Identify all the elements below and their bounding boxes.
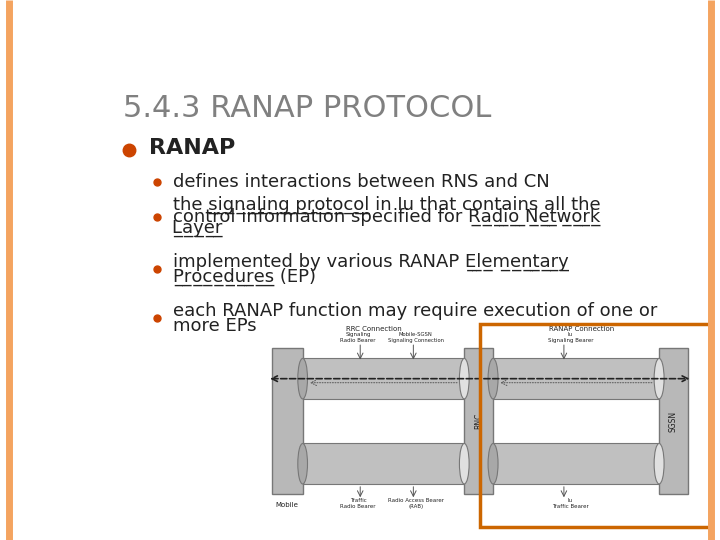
Text: Mobile-SGSN
Signaling Connection: Mobile-SGSN Signaling Connection (387, 332, 444, 343)
Text: P̲r̲o̲c̲e̲d̲u̲r̲e̲s̲ (EP): P̲r̲o̲c̲e̲d̲u̲r̲e̲s̲ (EP) (173, 268, 315, 286)
Text: SGSN: SGSN (669, 410, 678, 432)
Text: Mobile: Mobile (276, 502, 299, 508)
Text: RANAP: RANAP (148, 138, 235, 158)
Text: the s̲i̲g̲n̲a̲l̲i̲n̲g̲ ̲p̲r̲o̲t̲o̲c̲o̲l̲ in Iu that contains all the: the s̲i̲g̲n̲a̲l̲i̲n̲g̲ ̲p̲r̲o̲t̲o̲c̲o̲l̲… (173, 196, 600, 214)
Polygon shape (493, 359, 659, 399)
Text: Iu
Traffic Bearer: Iu Traffic Bearer (552, 498, 589, 509)
FancyBboxPatch shape (271, 348, 302, 494)
FancyBboxPatch shape (659, 348, 688, 494)
Text: RNC: RNC (474, 413, 483, 429)
Ellipse shape (459, 359, 469, 399)
Text: Traffic
Radio Bearer: Traffic Radio Bearer (341, 498, 376, 509)
Text: implemented by various RANAP E̲l̲e̲m̲e̲n̲t̲a̲r̲y̲: implemented by various RANAP E̲l̲e̲m̲e̲n… (173, 252, 568, 271)
Ellipse shape (654, 443, 664, 484)
Ellipse shape (298, 359, 307, 399)
FancyBboxPatch shape (464, 348, 493, 494)
Ellipse shape (654, 359, 664, 399)
Text: each RANAP function may require execution of one or: each RANAP function may require executio… (173, 301, 657, 320)
Ellipse shape (488, 359, 498, 399)
Text: L̲a̲y̲e̲r̲: L̲a̲y̲e̲r̲ (173, 219, 223, 237)
Text: more EPs: more EPs (173, 318, 256, 335)
Text: Iu
Signaling Bearer: Iu Signaling Bearer (548, 332, 593, 343)
Text: 5.4.3 RANAP PROTOCOL: 5.4.3 RANAP PROTOCOL (124, 94, 492, 123)
Ellipse shape (298, 443, 307, 484)
Polygon shape (302, 359, 464, 399)
Polygon shape (493, 443, 659, 484)
Text: defines interactions between RNS and CN: defines interactions between RNS and CN (173, 173, 549, 191)
Text: RRC Connection: RRC Connection (346, 326, 401, 332)
Ellipse shape (488, 443, 498, 484)
Ellipse shape (459, 443, 469, 484)
Text: Radio Access Bearer
(RAB): Radio Access Bearer (RAB) (387, 498, 444, 509)
Text: control information specified for R̲a̲d̲i̲o̲ ̲N̲e̲t̲w̲o̲r̲k̲: control information specified for R̲a̲d̲… (173, 207, 600, 226)
Polygon shape (302, 443, 464, 484)
Text: Signaling
Radio Bearer: Signaling Radio Bearer (341, 332, 376, 343)
Text: RANAP Connection: RANAP Connection (549, 326, 614, 332)
